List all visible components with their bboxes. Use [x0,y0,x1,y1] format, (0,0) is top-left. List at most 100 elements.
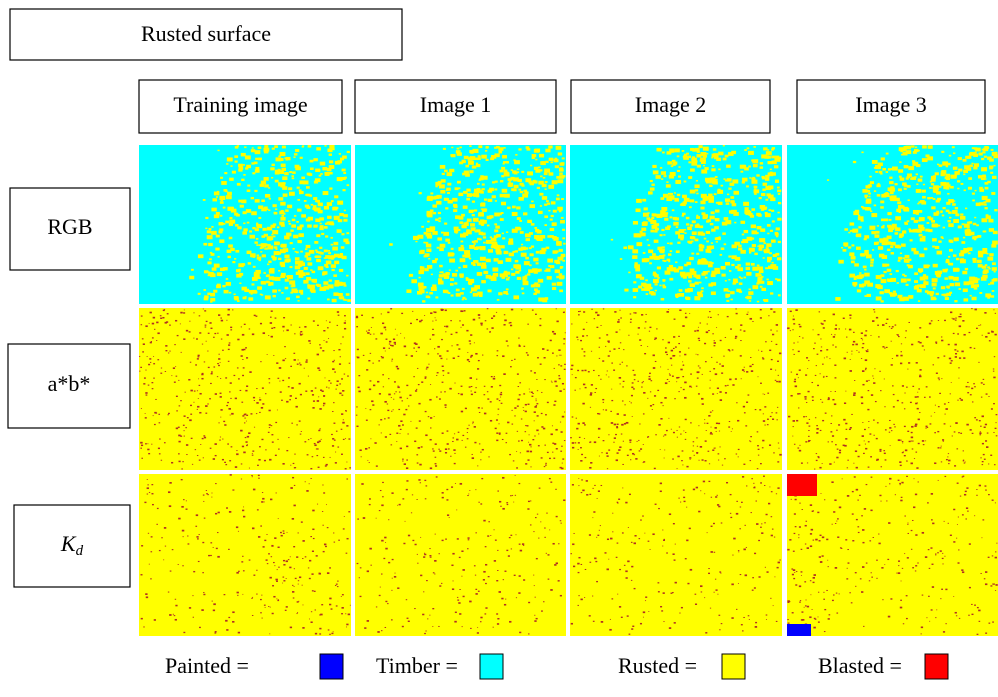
speckle [493,315,495,316]
speckle [346,627,347,628]
speckle [469,490,470,491]
speckle [643,413,645,414]
speckle [705,440,707,441]
speckle [220,396,222,398]
speckle [560,467,562,469]
speckle [557,207,563,211]
speckle [918,210,922,213]
speckle [340,158,344,161]
speckle [949,249,953,252]
speckle [454,453,455,454]
speckle [975,284,979,287]
speckle [849,274,855,278]
speckle [187,536,188,537]
speckle [236,572,238,574]
speckle [389,243,393,246]
speckle [777,461,779,462]
speckle [151,341,152,342]
speckle [635,233,641,237]
speckle [309,560,311,562]
speckle [249,230,252,232]
speckle [473,264,476,266]
speckle [419,277,421,279]
speckle [929,396,931,397]
speckle [282,146,286,149]
speckle [701,194,707,198]
speckle [558,364,560,365]
speckle [235,250,239,253]
speckle [333,423,335,424]
speckle [752,244,756,247]
speckle [884,379,885,380]
speckle [289,171,292,173]
speckle [424,268,428,271]
speckle [942,238,944,239]
speckle [264,148,270,152]
speckle [201,609,203,611]
speckle [487,328,489,329]
speckle [225,464,227,465]
speckle [582,403,584,405]
speckle [436,201,441,205]
speckle [677,155,680,157]
speckle [991,221,994,223]
speckle [620,342,621,343]
speckle [272,585,274,586]
speckle [675,180,681,184]
speckle [876,184,880,187]
speckle [461,245,464,247]
speckle [449,388,451,390]
speckle [890,246,893,248]
speckle [251,149,255,152]
speckle [775,233,779,236]
speckle [809,419,810,420]
speckle [692,231,697,235]
speckle [696,452,698,453]
speckle [234,375,236,376]
speckle [526,146,530,149]
speckle [467,432,468,433]
speckle [241,263,245,266]
speckle [544,527,546,528]
speckle [868,184,872,187]
speckle [436,476,438,477]
speckle [483,520,485,522]
speckle [177,335,179,336]
speckle [300,394,302,395]
speckle [485,583,487,584]
speckle [342,594,344,595]
speckle [934,462,936,464]
speckle [581,370,583,371]
speckle [183,425,185,426]
speckle [515,154,517,156]
speckle [179,461,181,463]
speckle [394,342,396,344]
speckle [435,443,437,445]
speckle [529,247,532,249]
speckle [500,245,505,248]
speckle [290,229,293,231]
speckle [927,291,932,294]
speckle [317,400,319,402]
speckle [992,262,996,265]
speckle [417,554,418,555]
speckle [914,149,919,152]
speckle [669,195,675,199]
speckle [479,294,483,297]
speckle [575,442,577,443]
speckle [148,453,150,454]
speckle [829,358,830,359]
speckle [322,525,323,526]
speckle [271,336,273,338]
speckle [218,422,219,423]
speckle [740,165,746,169]
speckle [933,364,934,365]
speckle [497,618,499,619]
speckle [219,222,224,225]
speckle [204,361,205,362]
speckle [538,211,543,214]
speckle [367,570,369,572]
speckle [560,595,562,596]
speckle [887,269,892,272]
speckle [283,530,285,531]
